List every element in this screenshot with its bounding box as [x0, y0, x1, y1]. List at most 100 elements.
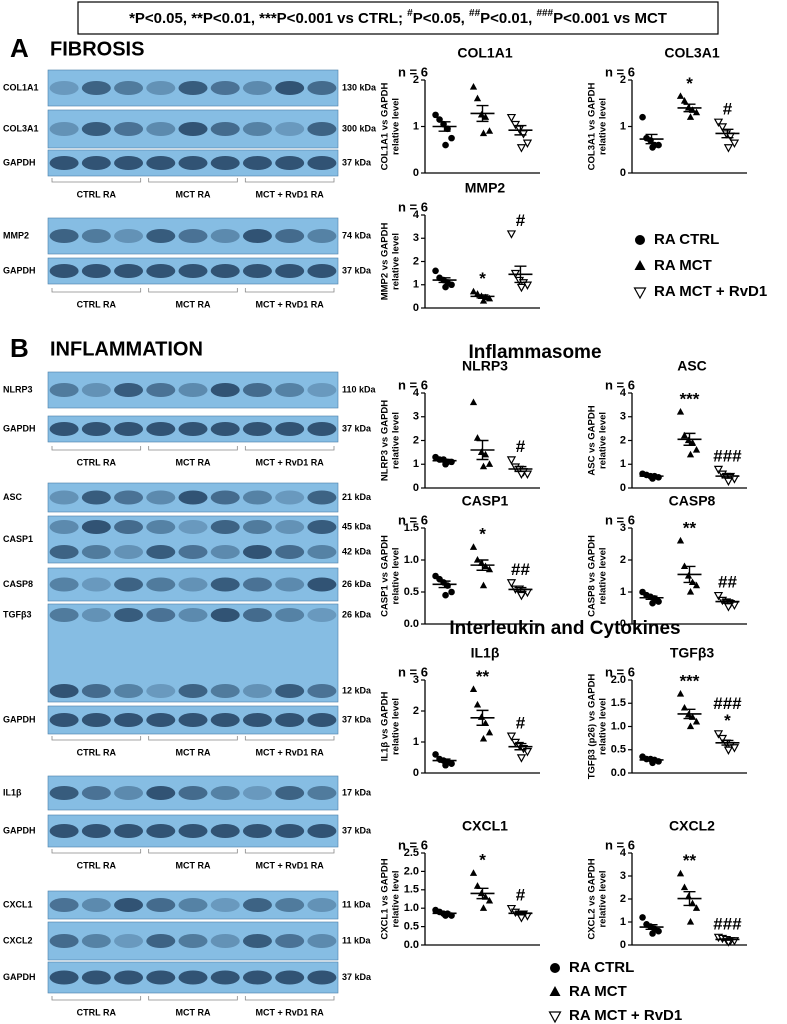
y-tick-label: 0	[413, 302, 419, 314]
y-tick-label: 1	[413, 120, 419, 132]
y-tick-label: 1	[620, 916, 626, 928]
blot-band	[114, 934, 144, 948]
blot-band	[178, 383, 208, 397]
dot	[686, 722, 695, 730]
y-tick-label: 2.5	[404, 847, 419, 859]
section-letter: B	[10, 333, 29, 363]
blot-band	[210, 422, 240, 436]
group-bracket	[244, 288, 335, 293]
dot	[717, 734, 728, 744]
blot-band	[242, 898, 272, 912]
blot-band	[81, 786, 111, 800]
y-tick-label: 2.0	[611, 674, 626, 686]
blot-band	[275, 383, 305, 397]
dot	[469, 685, 478, 692]
y-tick-label: 1	[620, 586, 626, 598]
chart-title: ASC	[677, 358, 707, 374]
blot-band	[210, 383, 240, 397]
y-tick-label: 1	[413, 279, 419, 291]
blot-row-label: COL3A1	[3, 123, 39, 133]
y-tick-label: 0.5	[404, 586, 419, 598]
n-label: n = 6	[605, 664, 635, 679]
blot-kda-label: 130 kDa	[342, 82, 377, 92]
blot-band	[81, 898, 111, 912]
y-axis-label: relative level	[391, 698, 402, 755]
error-bar	[721, 128, 734, 139]
dot	[479, 462, 488, 470]
blot-band	[307, 824, 337, 838]
blot-band	[275, 786, 305, 800]
error-bar	[721, 739, 734, 746]
legend-label: RA CTRL	[654, 231, 719, 248]
blot-band	[242, 786, 272, 800]
blot-band	[210, 264, 240, 278]
blot-band	[307, 970, 337, 985]
blot-band	[242, 577, 272, 592]
group-label: MCT + RvD1 RA	[256, 747, 325, 757]
chart-title: TGFβ3	[670, 645, 715, 661]
dot	[729, 744, 740, 753]
y-tick-label: 2	[620, 74, 626, 86]
group-label: MCT RA	[176, 1007, 211, 1017]
dot	[516, 754, 527, 763]
significance-label: ###	[713, 446, 742, 465]
blot-band	[178, 898, 208, 912]
blot-band	[210, 156, 240, 170]
blot-band	[146, 898, 176, 912]
blot-band	[114, 824, 144, 838]
y-tick-label: 1.5	[404, 522, 419, 534]
blot-band	[307, 229, 337, 243]
y-tick-label: 0.0	[404, 939, 419, 951]
blot-kda-label: 26 kDa	[342, 609, 372, 619]
blot-band	[275, 229, 305, 243]
dot	[692, 717, 701, 725]
group-label: MCT RA	[176, 860, 211, 870]
blot-band	[178, 520, 208, 534]
y-axis-label: relative level	[598, 698, 609, 755]
dot	[506, 732, 517, 742]
blot-band	[146, 545, 176, 559]
blot-band	[146, 383, 176, 397]
blot-kda-label: 26 kDa	[342, 579, 372, 589]
blot-band	[146, 824, 176, 838]
legend-marker	[635, 235, 645, 245]
group-bracket	[148, 446, 238, 451]
significance-label: ###	[713, 694, 742, 713]
y-tick-label: 0	[620, 167, 626, 179]
n-label: n = 6	[398, 512, 428, 527]
y-axis-label: relative level	[391, 870, 402, 927]
blot-band	[114, 577, 144, 592]
blot-band	[275, 81, 305, 95]
blot-band	[210, 577, 240, 592]
dot	[713, 118, 724, 128]
group-bracket	[244, 849, 335, 854]
subheading: Interleukin and Cytokines	[449, 618, 680, 639]
y-axis-label: CASP8 vs GAPDH	[587, 535, 598, 617]
dot	[692, 904, 701, 911]
blot-band	[242, 422, 272, 436]
blot-band	[210, 520, 240, 534]
error-bar	[438, 121, 451, 132]
blot-band	[275, 713, 305, 727]
dot	[713, 465, 724, 475]
significance-label: #	[516, 211, 526, 230]
blot-row-label: COL1A1	[3, 82, 39, 92]
y-tick-label: 3	[413, 674, 419, 686]
dot	[473, 94, 482, 102]
n-label: n = 6	[605, 512, 635, 527]
legend-marker	[550, 963, 560, 973]
dot	[649, 930, 656, 937]
dot	[479, 904, 488, 911]
blot-band	[178, 824, 208, 838]
y-tick-label: 0	[413, 482, 419, 494]
error-bar	[438, 580, 451, 589]
blot-band	[307, 422, 337, 436]
blot-band	[242, 545, 272, 559]
dot	[688, 438, 697, 446]
blot-band	[146, 684, 176, 698]
blot-band	[275, 824, 305, 838]
y-axis-label: CASP1 vs GAPDH	[380, 535, 391, 617]
blot-band	[242, 713, 272, 727]
blot-strip	[47, 890, 339, 920]
blot-row-label: GAPDH	[3, 157, 36, 167]
